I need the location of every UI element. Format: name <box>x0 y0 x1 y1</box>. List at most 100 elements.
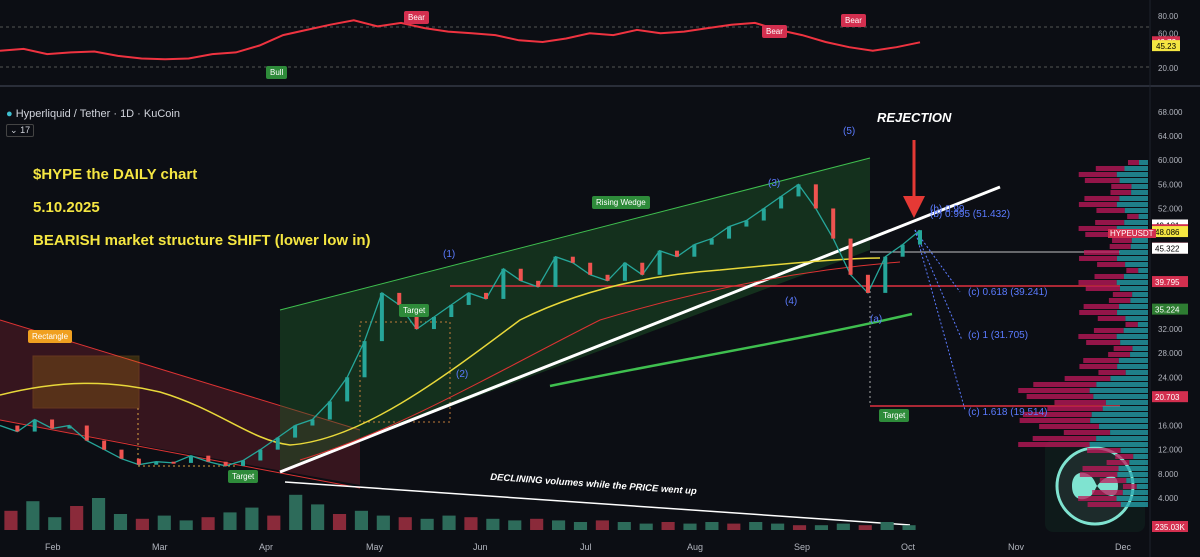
fib-1618: (c) 1.618 (19.514) <box>968 407 1048 418</box>
symbol-header[interactable]: ● Hyperliquid / Tether · 1D · KuCoin <box>6 108 180 120</box>
candle <box>779 196 784 209</box>
candle <box>414 304 419 330</box>
volume-profile-bar <box>1125 370 1148 375</box>
fib-618: (c) 0.618 (39.241) <box>968 287 1048 298</box>
volume-bar <box>880 522 894 530</box>
candle <box>362 341 367 378</box>
volume-profile-bar <box>1095 220 1125 225</box>
volume-bar <box>4 510 18 530</box>
candle <box>761 208 766 221</box>
volume-profile-bar <box>1119 286 1148 291</box>
volume-profile-bar <box>1083 358 1119 363</box>
svg-text:45.23: 45.23 <box>1156 42 1177 51</box>
candle <box>32 419 37 432</box>
volume-bar <box>26 501 40 530</box>
rising-wedge-badge: Rising Wedge <box>592 196 650 209</box>
rising-wedge-area <box>280 158 870 470</box>
candle <box>310 419 315 426</box>
volume-bar <box>858 525 872 530</box>
projection-2 <box>914 229 963 341</box>
volume-profile-bar <box>1078 172 1117 177</box>
volume-profile-bar <box>1079 256 1117 261</box>
volume-bar <box>683 523 697 530</box>
price-tick: 12.000 <box>1158 446 1183 455</box>
candle <box>848 238 853 275</box>
candle <box>588 262 593 275</box>
price-tag: 235.03K <box>1152 521 1188 532</box>
volume-profile-bar <box>1090 418 1148 423</box>
volume-bar <box>201 517 215 530</box>
svg-text:48.086: 48.086 <box>1155 228 1180 237</box>
volume-profile-bar <box>1125 316 1148 321</box>
volume-profile-bar <box>1085 232 1120 237</box>
volume-profile-bar <box>1117 472 1148 477</box>
candle <box>102 440 107 450</box>
symbol-icon: ● <box>6 108 13 120</box>
x-tick: Apr <box>259 542 273 552</box>
wave-3: (3) <box>768 178 781 189</box>
candle <box>796 184 801 197</box>
candle <box>657 250 662 275</box>
price-tick: 8.000 <box>1158 470 1179 479</box>
candle <box>449 304 454 317</box>
collapse-button[interactable]: ⌄ 17 <box>6 124 35 137</box>
volume-profile-bar <box>1018 442 1090 447</box>
candle <box>831 208 836 239</box>
x-tick: Dec <box>1115 542 1132 552</box>
volume-profile-bar <box>1125 322 1138 327</box>
volume-profile-bar <box>1032 436 1097 441</box>
volume-profile-bar <box>1123 328 1148 333</box>
volume-bar <box>836 523 850 530</box>
volume-profile-bar <box>1095 166 1125 171</box>
candle <box>640 262 645 275</box>
volume-profile-bar <box>1085 286 1120 291</box>
volume-profile-bar <box>1109 244 1131 249</box>
volume-profile-bar <box>1138 268 1148 273</box>
volume-profile-bar <box>1123 274 1148 279</box>
volume-profile-bar <box>1132 346 1148 351</box>
candle <box>327 401 332 420</box>
candle <box>570 256 575 263</box>
volume-profile-bar <box>1133 454 1148 459</box>
candle <box>154 461 159 465</box>
svg-text:39.795: 39.795 <box>1155 278 1180 287</box>
candle <box>674 250 679 257</box>
volume-profile-bar <box>1105 400 1148 405</box>
target-badge-2: Target <box>228 470 259 483</box>
candle <box>727 226 732 239</box>
candle <box>501 268 506 299</box>
volume-profile-bar <box>1118 358 1148 363</box>
x-tick: Mar <box>152 542 168 552</box>
svg-text:235.03K: 235.03K <box>1155 523 1185 532</box>
fib-b1: (b) 0.99 <box>930 204 965 215</box>
target-badge-1: Target <box>399 304 430 317</box>
volume-profile-bar <box>1116 334 1148 339</box>
volume-profile-bar <box>1125 262 1148 267</box>
volume-bar <box>486 518 500 530</box>
candle <box>50 419 55 429</box>
candle <box>119 449 124 459</box>
volume-profile-bar <box>1087 502 1121 507</box>
volume-bar <box>267 515 281 530</box>
candle <box>258 449 263 461</box>
price-tag: 35.224 <box>1152 303 1188 315</box>
candle <box>484 292 489 299</box>
price-tick: 60.000 <box>1158 156 1183 165</box>
volume-bar <box>354 510 368 530</box>
volume-profile-bar <box>1110 430 1148 435</box>
volume-bar <box>573 522 588 530</box>
trendline <box>279 185 1001 474</box>
volume-profile-bar <box>1111 184 1132 189</box>
candle <box>241 460 246 466</box>
rsi-tick: 80.00 <box>1158 12 1179 21</box>
price-tick: 52.000 <box>1158 204 1183 213</box>
x-tick: Aug <box>687 542 703 552</box>
volume-profile-bar <box>1131 184 1148 189</box>
volume-bar <box>814 525 828 530</box>
volume-bar <box>48 517 62 530</box>
volume-profile-bar <box>1126 478 1148 483</box>
volume-profile-bar <box>1108 298 1131 303</box>
rsi-tick: 20.00 <box>1158 64 1179 73</box>
volume-bar <box>179 520 193 530</box>
rejection-label: REJECTION <box>877 110 952 125</box>
